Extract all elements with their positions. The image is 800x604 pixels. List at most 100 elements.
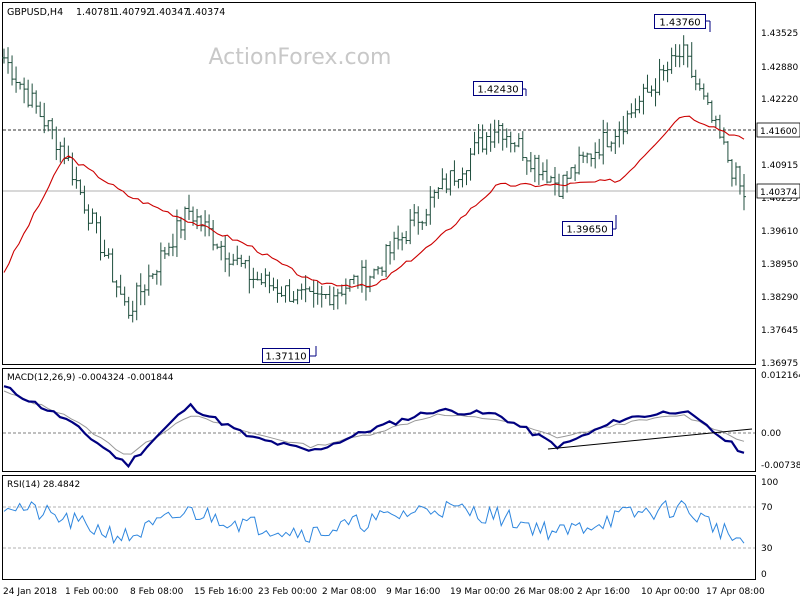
price-bar — [138, 273, 143, 306]
price-bar — [327, 285, 332, 306]
price-bar — [561, 174, 566, 200]
time-tick: 10 Apr 00:00 — [641, 587, 700, 597]
price-bar — [689, 42, 694, 79]
price-bar — [347, 278, 352, 292]
price-bar — [416, 206, 421, 235]
price-tick: 1.42880 — [761, 63, 798, 73]
price-bar — [589, 153, 594, 167]
svg-text:1.41600: 1.41600 — [760, 127, 797, 137]
price-bar — [725, 141, 730, 163]
price-bar — [709, 100, 714, 123]
time-tick: 15 Feb 16:00 — [194, 587, 253, 597]
price-bar — [645, 74, 650, 93]
time-tick: 24 Jan 2018 — [3, 587, 57, 597]
price-bar — [231, 253, 236, 266]
price-bar — [2, 48, 6, 64]
price-bar — [693, 69, 698, 91]
price-bar — [581, 151, 586, 163]
price-bar — [118, 274, 123, 295]
time-tick: 1 Feb 00:00 — [65, 587, 119, 597]
mid-high-annotation: 1.42430 — [473, 81, 527, 96]
price-bar — [428, 186, 433, 225]
price-bar — [279, 286, 284, 297]
price-bar — [223, 235, 228, 273]
svg-text:1.40374: 1.40374 — [760, 188, 797, 198]
price-bar — [585, 152, 590, 164]
high-annotation: 1.43760 — [654, 14, 711, 32]
price-bar — [130, 300, 135, 323]
time-axis: 24 Jan 2018 1 Feb 00:00 8 Feb 08:00 15 F… — [3, 587, 765, 597]
price-bar — [219, 240, 224, 261]
price-bar — [283, 285, 288, 303]
price-bar — [613, 129, 618, 154]
price-bar — [552, 166, 557, 196]
moving-average-line — [3, 115, 745, 288]
price-bar — [58, 141, 63, 163]
high-annotation-label: 1.43760 — [659, 18, 700, 29]
price-bar — [601, 119, 606, 165]
mid-high-annotation-label: 1.42430 — [477, 85, 518, 96]
price-bar — [323, 293, 328, 299]
price-bar — [307, 286, 312, 292]
macd-tick: -0.007384 — [761, 461, 800, 471]
price-bar — [170, 233, 175, 257]
rsi-tick: 30 — [761, 544, 773, 554]
watermark: ActionForex.com — [209, 45, 392, 70]
price-bar — [162, 246, 167, 259]
price-bar — [174, 209, 179, 257]
price-bar — [508, 131, 513, 153]
price-bar — [142, 284, 147, 306]
price-bar — [468, 147, 473, 181]
price-bar — [178, 216, 183, 239]
time-tick: 26 Mar 08:00 — [514, 587, 574, 597]
price-bar — [577, 146, 582, 175]
price-bar — [319, 285, 324, 308]
price-bar — [110, 248, 115, 283]
price-bar — [255, 271, 260, 281]
price-bar — [38, 101, 43, 118]
high-value: 1.40792 — [113, 7, 152, 18]
price-bar — [665, 61, 670, 83]
price-bar — [733, 162, 738, 186]
price-bar — [544, 159, 549, 184]
macd-signal-line — [3, 390, 745, 455]
price-bar — [657, 58, 662, 96]
price-bar — [697, 78, 702, 91]
price-bar — [520, 131, 525, 161]
price-bar — [339, 284, 344, 297]
price-bar — [536, 154, 541, 185]
price-bar — [625, 110, 630, 135]
price-bar — [215, 243, 220, 250]
price-bar — [701, 83, 706, 100]
price-bar — [673, 44, 678, 67]
price-bar — [681, 35, 686, 66]
price-bar — [239, 254, 244, 267]
price-bar — [565, 171, 570, 193]
price-bar — [412, 204, 417, 227]
price-bar — [134, 282, 139, 321]
price-bar — [34, 90, 39, 114]
price-tick: 1.40915 — [761, 161, 798, 171]
swing-low-annotation: 1.39650 — [562, 215, 617, 236]
rsi-tick: 70 — [761, 503, 773, 513]
price-bar — [721, 127, 726, 145]
price-tick: 1.40255 — [761, 194, 798, 204]
price-bar — [392, 231, 397, 261]
chart-header: GBPUSD,H4 1.40781 1.40792 1.40347 1.4037… — [7, 7, 225, 18]
time-tick: 19 Mar 00:00 — [450, 587, 510, 597]
level-label-current: 1.40374 — [756, 183, 800, 199]
price-bar — [94, 212, 99, 234]
price-bar — [26, 79, 31, 108]
price-bar — [287, 279, 292, 302]
price-bar — [609, 141, 614, 152]
price-bar — [311, 279, 316, 308]
rsi-panel-frame — [2, 475, 756, 580]
price-bar — [6, 47, 11, 74]
price-bar — [432, 189, 437, 208]
price-bar — [50, 118, 55, 140]
price-bar — [376, 266, 381, 275]
price-bar — [484, 132, 489, 155]
price-bar — [22, 77, 27, 104]
time-tick: 8 Feb 08:00 — [130, 587, 184, 597]
price-tick: 1.39610 — [761, 227, 798, 237]
